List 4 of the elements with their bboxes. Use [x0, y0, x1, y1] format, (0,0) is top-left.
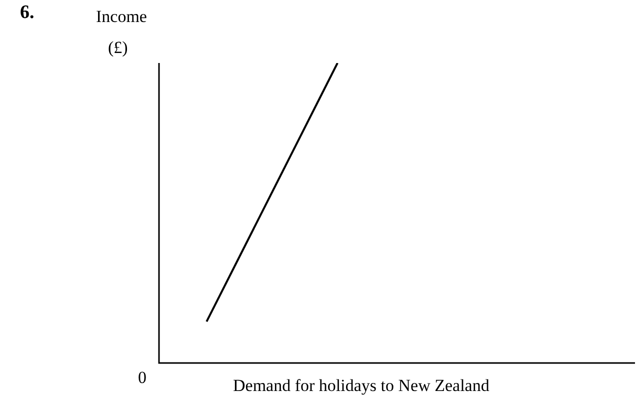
text: 0 [138, 368, 146, 388]
x-axis-title: Demand for holidays to New Zealand [233, 376, 490, 396]
y-axis-title: Income (£) [96, 6, 147, 59]
chart-title: 6. [20, 2, 34, 24]
